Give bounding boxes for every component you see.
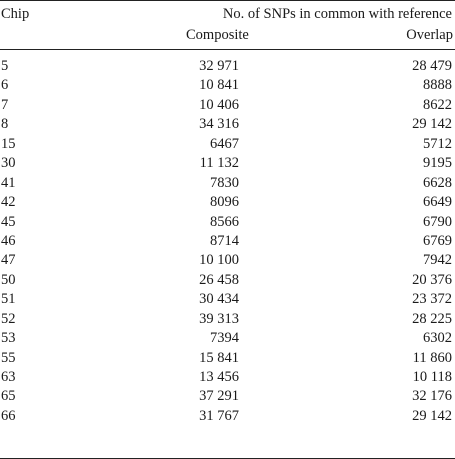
cell-overlap: 28 479 — [412, 58, 452, 74]
cell-chip: 53 — [1, 330, 16, 347]
table-row: 53 7394 6302 — [0, 329, 455, 348]
table-row: 47 10 100 7942 — [0, 251, 455, 270]
cell-composite: 10 100 — [199, 252, 239, 269]
cell-chip: 42 — [1, 194, 16, 211]
table-row: 15 6467 5712 — [0, 135, 455, 154]
cell-chip: 45 — [1, 213, 16, 230]
table-row: 63 13 456 10 118 — [0, 368, 455, 387]
cell-chip: 7 — [1, 96, 9, 113]
cell-composite: 10 406 — [199, 96, 239, 113]
cell-overlap: 10 118 — [412, 369, 452, 385]
cell-overlap: 6302 — [423, 330, 452, 347]
table-row: 51 30 434 23 372 — [0, 290, 455, 309]
cell-composite: 8096 — [210, 194, 239, 211]
cell-chip: 52 — [1, 310, 16, 327]
cell-composite: 31 767 — [199, 407, 239, 424]
table-row: 45 8566 6790 — [0, 213, 455, 232]
cell-overlap: 5712 — [423, 135, 452, 152]
cell-overlap: 7942 — [423, 252, 452, 269]
cell-overlap: 29 142 — [412, 407, 452, 424]
cell-chip: 63 — [1, 369, 16, 385]
header-composite: Composite — [186, 27, 249, 43]
cell-chip: 55 — [1, 349, 16, 366]
table-row: 7 10 406 8622 — [0, 96, 455, 115]
cell-chip: 8 — [1, 116, 9, 133]
cell-composite: 32 971 — [199, 58, 239, 74]
table-row: 52 39 313 28 225 — [0, 310, 455, 329]
table-row: 65 37 291 32 176 — [0, 387, 455, 406]
cell-chip: 50 — [1, 271, 16, 288]
table-row: 41 7830 6628 — [0, 174, 455, 193]
header-snps-group: No. of SNPs in common with reference — [222, 6, 452, 22]
cell-chip: 65 — [1, 388, 16, 405]
header-rule — [0, 49, 455, 50]
table-row: 5 32 971 28 479 — [0, 57, 455, 76]
cell-composite: 10 841 — [199, 77, 239, 94]
cell-chip: 6 — [1, 77, 9, 94]
cell-overlap: 20 376 — [412, 271, 452, 288]
cell-chip: 15 — [1, 135, 16, 152]
cell-chip: 51 — [1, 291, 16, 308]
cell-chip: 46 — [1, 232, 16, 249]
cell-chip: 41 — [1, 174, 16, 191]
header-overlap: Overlap — [406, 27, 453, 43]
cell-overlap: 8888 — [423, 77, 452, 94]
cell-composite: 13 456 — [199, 369, 239, 385]
cell-overlap: 8622 — [423, 96, 452, 113]
cell-composite: 8566 — [210, 213, 239, 230]
header-chip: Chip — [1, 6, 30, 22]
cell-composite: 39 313 — [199, 310, 239, 327]
table-row: 66 31 767 29 142 — [0, 407, 455, 426]
cell-composite: 6467 — [210, 135, 239, 152]
table-row: 6 10 841 8888 — [0, 76, 455, 95]
table-row: 55 15 841 11 860 — [0, 349, 455, 368]
cell-composite: 7394 — [210, 330, 239, 347]
cell-chip: 66 — [1, 407, 16, 424]
cell-overlap: 6769 — [423, 232, 452, 249]
cell-composite: 37 291 — [199, 388, 239, 405]
cell-overlap: 9195 — [423, 155, 452, 172]
cell-composite: 7830 — [210, 174, 239, 191]
table-row: 50 26 458 20 376 — [0, 271, 455, 290]
table-row: 46 8714 6769 — [0, 232, 455, 251]
cell-overlap: 6790 — [423, 213, 452, 230]
cell-chip: 30 — [1, 155, 16, 172]
table-row: 42 8096 6649 — [0, 193, 455, 212]
cell-overlap: 6628 — [423, 174, 452, 191]
cell-composite: 8714 — [210, 232, 239, 249]
cell-chip: 5 — [1, 58, 9, 74]
cell-overlap: 23 372 — [412, 291, 452, 308]
cell-composite: 15 841 — [199, 349, 239, 366]
cell-chip: 47 — [1, 252, 16, 269]
cell-overlap: 32 176 — [412, 388, 452, 405]
table-row: 8 34 316 29 142 — [0, 115, 455, 134]
cell-composite: 11 132 — [199, 155, 239, 172]
cell-overlap: 6649 — [423, 194, 452, 211]
top-rule — [0, 0, 455, 1]
cell-overlap: 28 225 — [412, 310, 452, 327]
cell-composite: 26 458 — [199, 271, 239, 288]
cell-composite: 30 434 — [199, 291, 239, 308]
cell-overlap: 11 860 — [412, 349, 452, 366]
cell-composite: 34 316 — [199, 116, 239, 133]
table-body: 5 32 971 28 479 6 10 841 8888 7 10 406 8622 8 34 3… — [0, 57, 455, 426]
table-row: 30 11 132 9195 — [0, 154, 455, 173]
cell-overlap: 29 142 — [412, 116, 452, 133]
